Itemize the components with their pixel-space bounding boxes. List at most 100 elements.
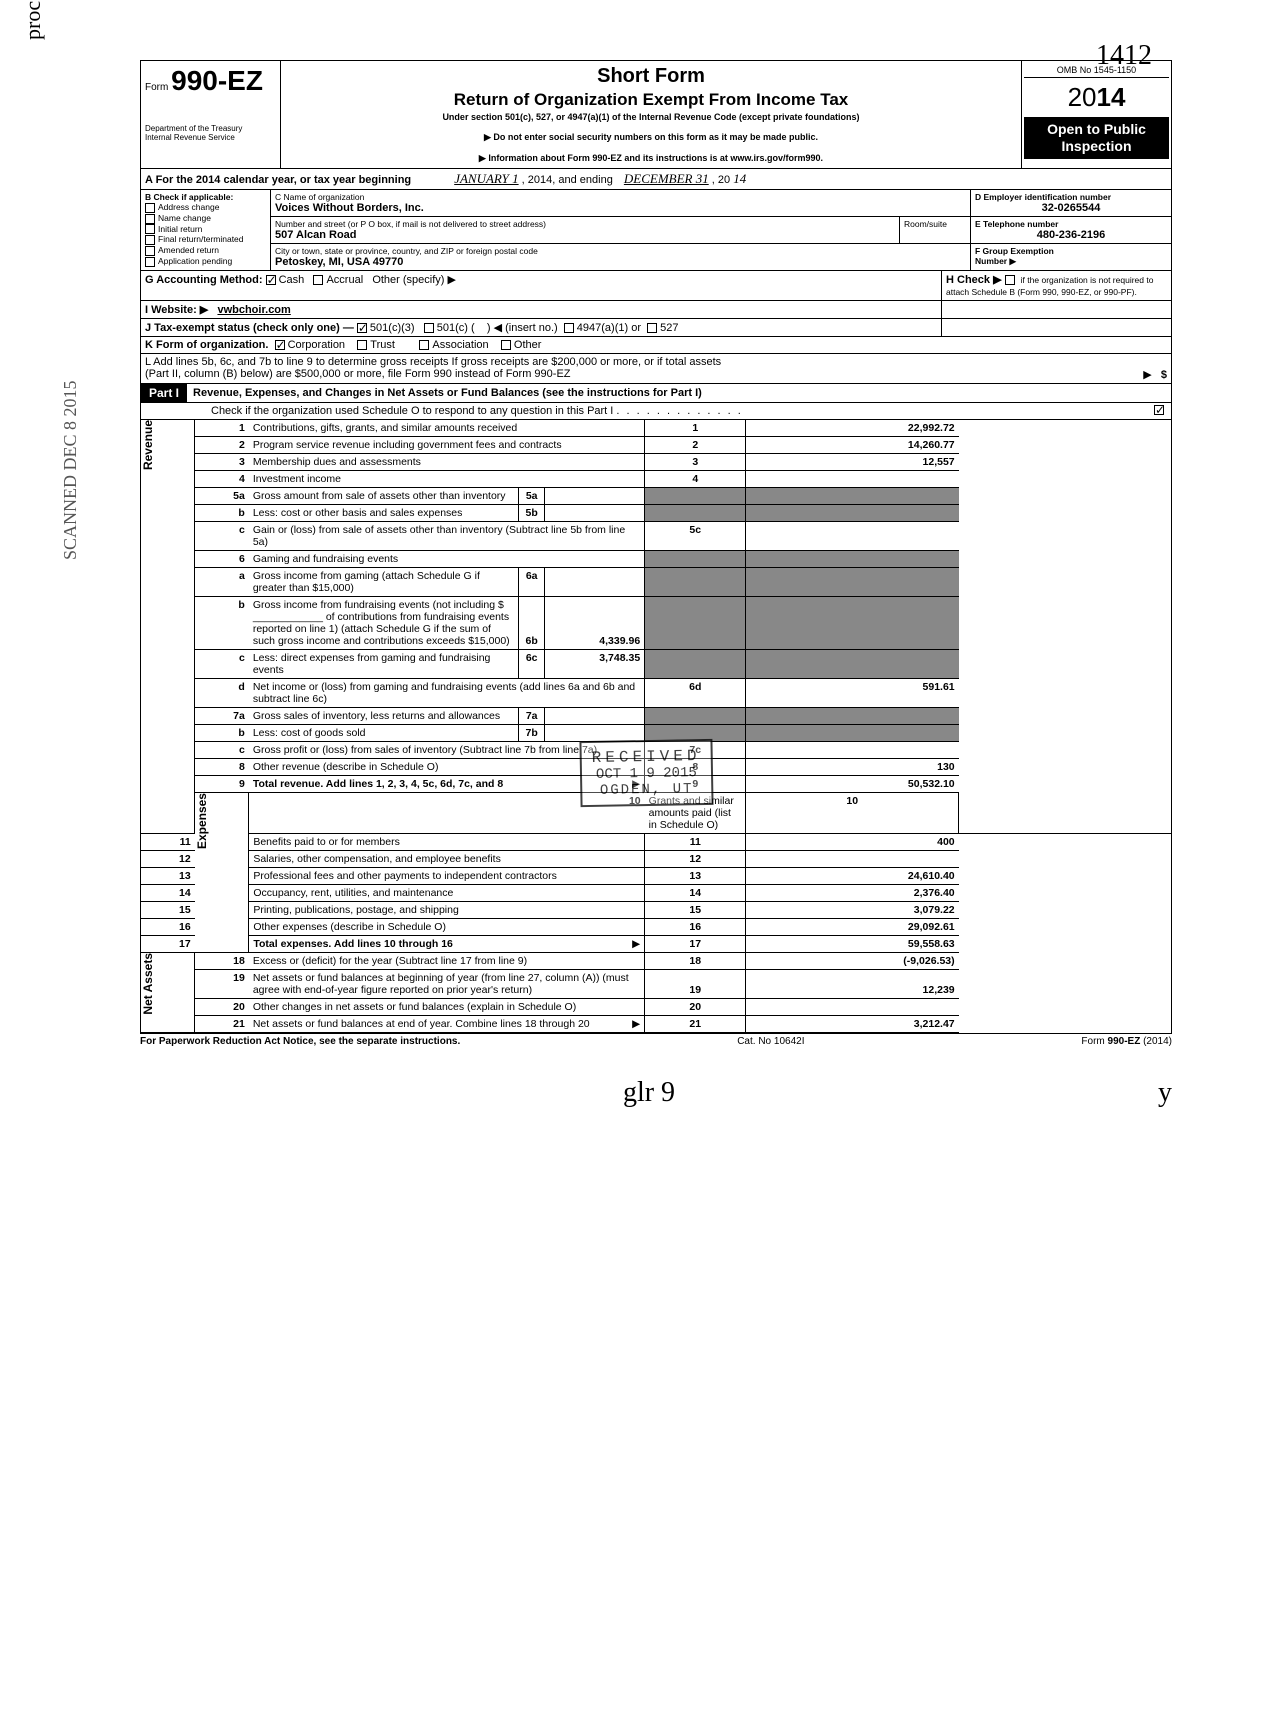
l9-desc: Total revenue. Add lines 1, 2, 3, 4, 5c,… (253, 778, 503, 790)
l19-box: 19 (645, 970, 746, 999)
l5a-mbox: 5a (518, 488, 544, 504)
l12-box: 12 (645, 851, 746, 868)
footer-left: For Paperwork Reduction Act Notice, see … (140, 1036, 460, 1047)
l3-amt: 12,557 (746, 454, 959, 471)
line-a-year: 14 (733, 171, 746, 186)
cb-name-change[interactable] (145, 214, 155, 224)
cb-assoc[interactable] (419, 340, 429, 350)
l7a-desc: Gross sales of inventory, less returns a… (249, 708, 518, 724)
line-l: L Add lines 5b, 6c, and 7b to line 9 to … (140, 354, 1172, 384)
cb-address-change[interactable] (145, 203, 155, 213)
line-i: I Website: ▶ vwbchoir.com (140, 301, 1172, 319)
l14-no: 14 (141, 885, 195, 902)
lbl-501c-insert: ) ◀ (insert no.) (487, 322, 558, 334)
l12-amt (746, 851, 959, 868)
cb-501c[interactable] (424, 323, 434, 333)
l11-no: 11 (141, 834, 195, 851)
lbl-final-return: Final return/terminated (158, 234, 244, 244)
l6b-shade2 (746, 597, 959, 650)
l2-no: 2 (195, 437, 249, 454)
l4-amt (746, 471, 959, 488)
e-label: E Telephone number (975, 219, 1167, 229)
l5c-no: c (195, 522, 249, 551)
l11-box: 11 (645, 834, 746, 851)
cb-corp[interactable] (275, 340, 285, 350)
cb-501c3[interactable] (357, 323, 367, 333)
line-a-tail: , 20 (712, 174, 730, 186)
cb-amended[interactable] (145, 246, 155, 256)
l9-no: 9 (195, 776, 249, 793)
l14-amt: 2,376.40 (746, 885, 959, 902)
lbl-app-pending: Application pending (158, 256, 232, 266)
d-label: D Employer identification number (975, 192, 1167, 202)
cb-trust[interactable] (357, 340, 367, 350)
l20-desc: Other changes in net assets or fund bala… (253, 1001, 576, 1013)
header-right: OMB No 1545-1150 2014 Open to Public Ins… (1021, 61, 1171, 168)
cb-final-return[interactable] (145, 235, 155, 245)
l5a-shade (645, 488, 746, 505)
l6-desc: Gaming and fundraising events (253, 553, 398, 565)
l17-box: 17 (645, 936, 746, 953)
l17-amt: 59,558.63 (746, 936, 959, 953)
arrow-info: ▶ Information about Form 990-EZ and its … (287, 153, 1015, 164)
l15-no: 15 (141, 902, 195, 919)
cb-4947[interactable] (564, 323, 574, 333)
cb-527[interactable] (647, 323, 657, 333)
l6c-mbox: 6c (518, 650, 544, 678)
l6d-box: 6d (645, 679, 746, 708)
l7a-mval (544, 708, 644, 724)
l5b-shade (645, 505, 746, 522)
g-label: G Accounting Method: (145, 274, 263, 286)
l5b-mbox: 5b (518, 505, 544, 521)
part-i-label: Part I (141, 384, 187, 402)
l3-no: 3 (195, 454, 249, 471)
stamp-received: RECEIVED (592, 747, 701, 767)
cb-h[interactable] (1005, 275, 1015, 285)
l12-no: 12 (141, 851, 195, 868)
l-dollar: $ (1161, 369, 1167, 381)
section-revenue: Revenue (141, 420, 155, 470)
d-value: 32-0265544 (975, 202, 1167, 214)
l6b-no: b (195, 597, 249, 650)
h-label: H Check ▶ (946, 274, 1002, 286)
part-i-bar: Part I Revenue, Expenses, and Changes in… (140, 384, 1172, 403)
stamp-date: OCT 1 9 2015 (592, 765, 701, 783)
l5b-shade2 (746, 505, 959, 522)
cb-part-i-schedule-o[interactable] (1154, 405, 1164, 415)
l17-arrow: ▶ (632, 938, 640, 950)
l5b-no: b (195, 505, 249, 522)
c-city-label: City or town, state or province, country… (275, 246, 966, 256)
k-label: K Form of organization. (145, 339, 268, 351)
lbl-527: 527 (660, 322, 678, 334)
block-bcdef: B Check if applicable: Address change Na… (140, 190, 1172, 271)
cb-other-org[interactable] (501, 340, 511, 350)
c-name-label: C Name of organization (275, 192, 966, 202)
c-addr-label: Number and street (or P O box, if mail i… (275, 219, 895, 229)
dept-line2: Internal Revenue Service (145, 134, 276, 143)
received-stamp: RECEIVED OCT 1 9 2015 OGDEN, UT (579, 739, 713, 807)
l7b-desc: Less: cost of goods sold (249, 725, 518, 741)
l5c-desc: Gain or (loss) from sale of assets other… (253, 524, 625, 548)
l11-amt: 400 (746, 834, 959, 851)
l10-box: 10 (746, 793, 959, 834)
l8-no: 8 (195, 759, 249, 776)
cb-cash[interactable] (266, 275, 276, 285)
line-a-end: DECEMBER 31 (624, 171, 709, 186)
l6c-no: c (195, 650, 249, 679)
l6a-mbox: 6a (518, 568, 544, 596)
cb-accrual[interactable] (313, 275, 323, 285)
footer: For Paperwork Reduction Act Notice, see … (140, 1033, 1172, 1047)
lbl-assoc: Association (432, 339, 488, 351)
section-netassets: Net Assets (141, 953, 155, 1015)
l17-desc: Total expenses. Add lines 10 through 16 (253, 938, 453, 950)
cb-initial-return[interactable] (145, 224, 155, 234)
l6c-desc: Less: direct expenses from gaming and fu… (249, 650, 518, 678)
l1-no: 1 (195, 420, 249, 437)
lbl-accrual: Accrual (326, 274, 363, 286)
l5c-amt (746, 522, 959, 551)
f-label2: Number ▶ (975, 256, 1167, 267)
l4-desc: Investment income (253, 473, 341, 485)
l7c-no: c (195, 742, 249, 759)
l21-no: 21 (195, 1016, 249, 1033)
cb-app-pending[interactable] (145, 257, 155, 267)
